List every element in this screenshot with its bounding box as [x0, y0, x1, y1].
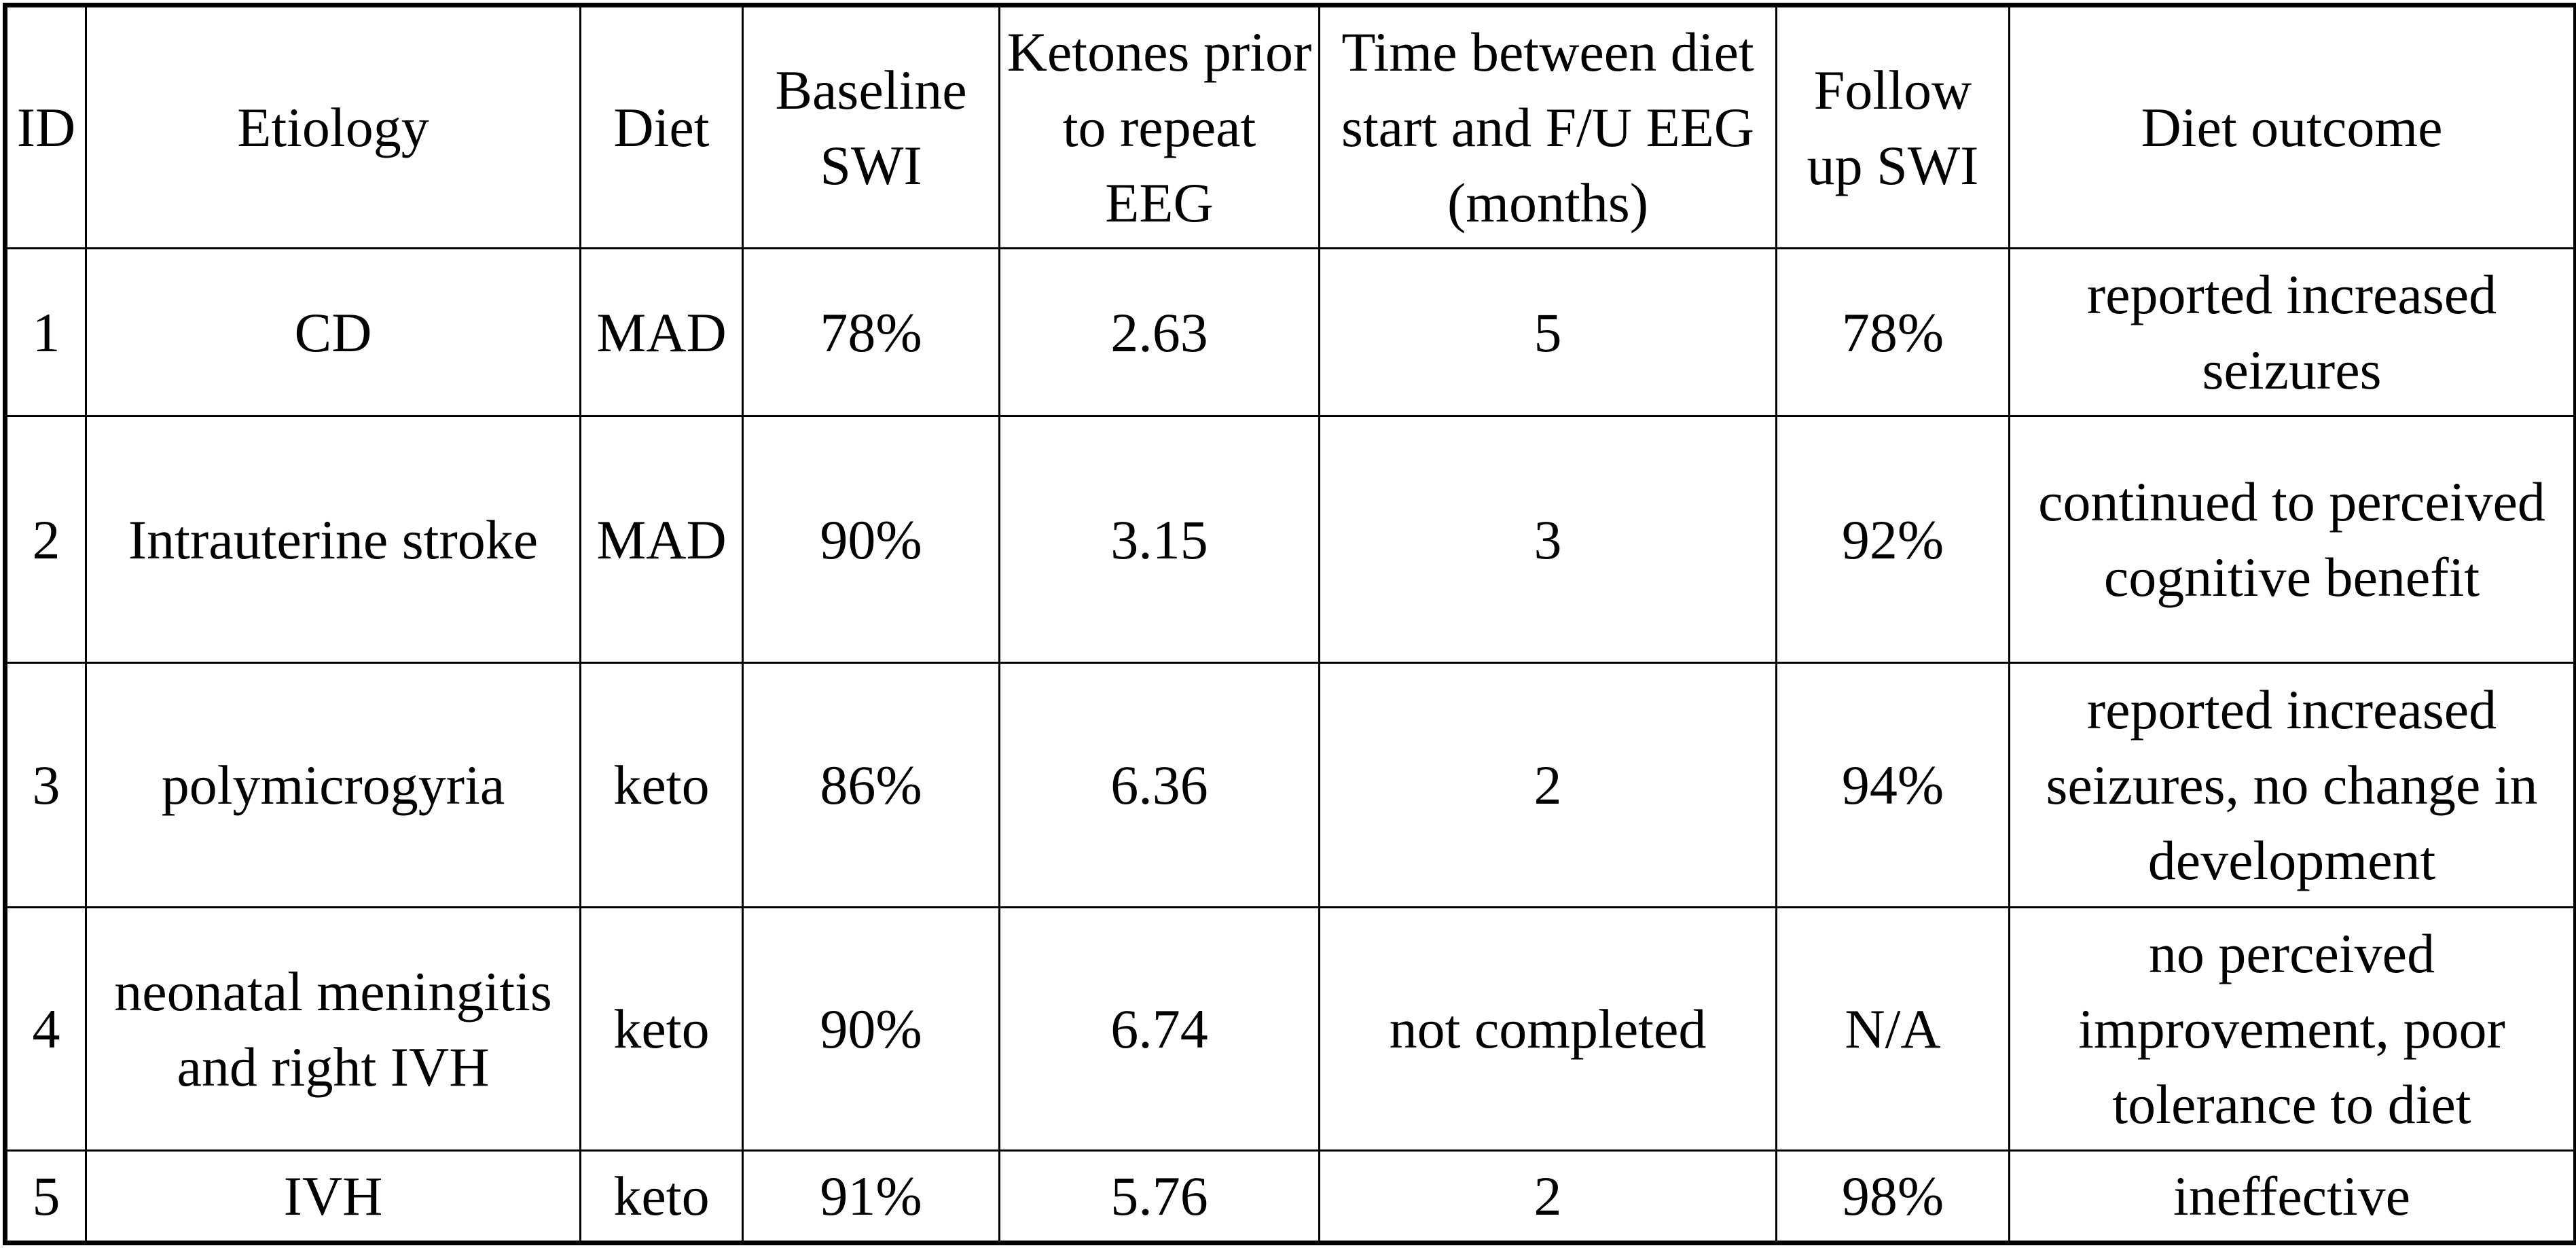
table-cell: keto	[579, 1149, 744, 1244]
table-cell: 6.36	[998, 662, 1320, 908]
table-row: 1 CD MAD 78% 2.63 5 78% reported increased seiz…	[4, 247, 2576, 417]
table-row: 2 Intrauterine stroke MAD 90% 3.15 3 92% contin…	[4, 415, 2576, 664]
table-cell: Intrauterine stroke	[85, 415, 581, 664]
column-header: Ketones prior to repeat EEG	[998, 4, 1320, 249]
table-cell: neonatal meningitis and right IVH	[85, 906, 581, 1152]
table-cell: 91%	[742, 1149, 1000, 1244]
table-body: 1 CD MAD 78% 2.63 5 78% reported increased seiz…	[4, 247, 2576, 1244]
data-table: ID Etiology Diet Baseline SWI Ketones prior …	[3, 3, 2576, 1245]
table-cell: 5	[4, 1149, 87, 1244]
table-cell: 3	[4, 662, 87, 908]
table-cell: 94%	[1775, 662, 2010, 908]
table-cell: 3	[1318, 415, 1777, 664]
table-cell: 2.63	[998, 247, 1320, 417]
table-cell: MAD	[579, 415, 744, 664]
table-cell: 86%	[742, 662, 1000, 908]
column-header: Diet outcome	[2008, 4, 2576, 249]
table-cell: CD	[85, 247, 581, 417]
column-header: Time between diet start and F/U EEG (mon…	[1318, 4, 1777, 249]
table-cell: 90%	[742, 906, 1000, 1152]
column-header: ID	[4, 4, 87, 249]
table-cell: IVH	[85, 1149, 581, 1244]
table-cell: keto	[579, 906, 744, 1152]
table-cell: 5	[1318, 247, 1777, 417]
column-header: Diet	[579, 4, 744, 249]
table-cell: 98%	[1775, 1149, 2010, 1244]
column-header: Follow up SWI	[1775, 4, 2010, 249]
table-cell: 5.76	[998, 1149, 1320, 1244]
table-cell: 78%	[742, 247, 1000, 417]
table-cell: 2	[1318, 662, 1777, 908]
table-cell: keto	[579, 662, 744, 908]
table-cell: 78%	[1775, 247, 2010, 417]
table-cell: 2	[4, 415, 87, 664]
table-cell: 3.15	[998, 415, 1320, 664]
table-cell: 4	[4, 906, 87, 1152]
table-cell: reported increased seizures, no change i…	[2008, 662, 2576, 908]
header-row: ID Etiology Diet Baseline SWI Ketones prior …	[4, 4, 2576, 249]
table-cell: 92%	[1775, 415, 2010, 664]
table-row: 4 neonatal meningitis and right IVH keto 90…	[4, 906, 2576, 1152]
table-cell: no perceived improvement, poor tolerance…	[2008, 906, 2576, 1152]
table-cell: 6.74	[998, 906, 1320, 1152]
table-cell: reported increased seizures	[2008, 247, 2576, 417]
table-row: 3 polymicrogyria keto 86% 6.36 2 94% reported i…	[4, 662, 2576, 908]
column-header: Etiology	[85, 4, 581, 249]
table-cell: polymicrogyria	[85, 662, 581, 908]
table-cell: continued to perceived cognitive benefit	[2008, 415, 2576, 664]
table-cell: MAD	[579, 247, 744, 417]
table-cell: 1	[4, 247, 87, 417]
table-cell: not completed	[1318, 906, 1777, 1152]
table-cell: 2	[1318, 1149, 1777, 1244]
table-cell: N/A	[1775, 906, 2010, 1152]
table-cell: ineffective	[2008, 1149, 2576, 1244]
table-cell: 90%	[742, 415, 1000, 664]
column-header: Baseline SWI	[742, 4, 1000, 249]
table-row: 5 IVH keto 91% 5.76 2 98% ineffective	[4, 1149, 2576, 1244]
